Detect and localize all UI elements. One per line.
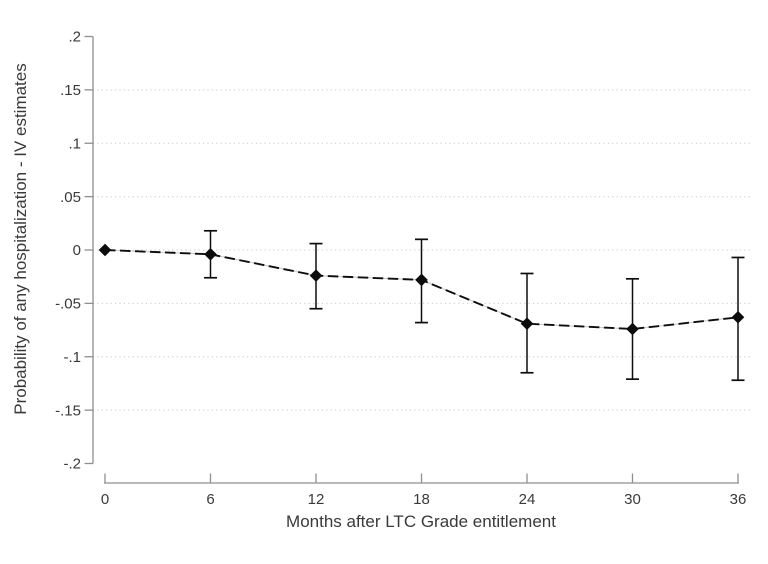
y-axis: .2 .15 .1 .05 0 -.05 -.1 -.15 -.2 bbox=[55, 29, 94, 473]
y-tick-label: .15 bbox=[60, 82, 81, 99]
x-tick-label: 36 bbox=[730, 491, 747, 508]
y-tick-label: 0 bbox=[73, 242, 81, 259]
y-tick-label: -.15 bbox=[55, 402, 81, 419]
data-point-marker bbox=[98, 243, 112, 257]
data-point-marker bbox=[415, 273, 428, 287]
x-tick-label: 6 bbox=[206, 491, 214, 508]
data-point-marker bbox=[204, 247, 217, 261]
data-point-marker bbox=[731, 310, 745, 324]
data-series bbox=[98, 229, 745, 382]
x-tick-label: 0 bbox=[101, 491, 109, 508]
y-tick-label: .05 bbox=[60, 189, 81, 206]
data-point-marker bbox=[309, 269, 323, 282]
y-tick-label: .2 bbox=[68, 29, 81, 46]
data-point-marker bbox=[626, 322, 639, 336]
y-tick-label: -.1 bbox=[63, 349, 81, 366]
x-tick-label: 12 bbox=[308, 491, 325, 508]
y-tick-label: .1 bbox=[68, 135, 81, 152]
data-point-marker bbox=[520, 317, 534, 330]
y-tick-label: -.2 bbox=[63, 456, 81, 473]
x-tick-label: 18 bbox=[413, 491, 430, 508]
gridlines bbox=[93, 89, 752, 411]
x-axis-title: Months after LTC Grade entitlement bbox=[286, 512, 556, 531]
y-tick-label: -.05 bbox=[55, 296, 81, 313]
x-tick-label: 30 bbox=[624, 491, 641, 508]
x-axis: 0 6 12 18 24 30 36 bbox=[101, 473, 747, 508]
x-tick-label: 24 bbox=[519, 491, 536, 508]
